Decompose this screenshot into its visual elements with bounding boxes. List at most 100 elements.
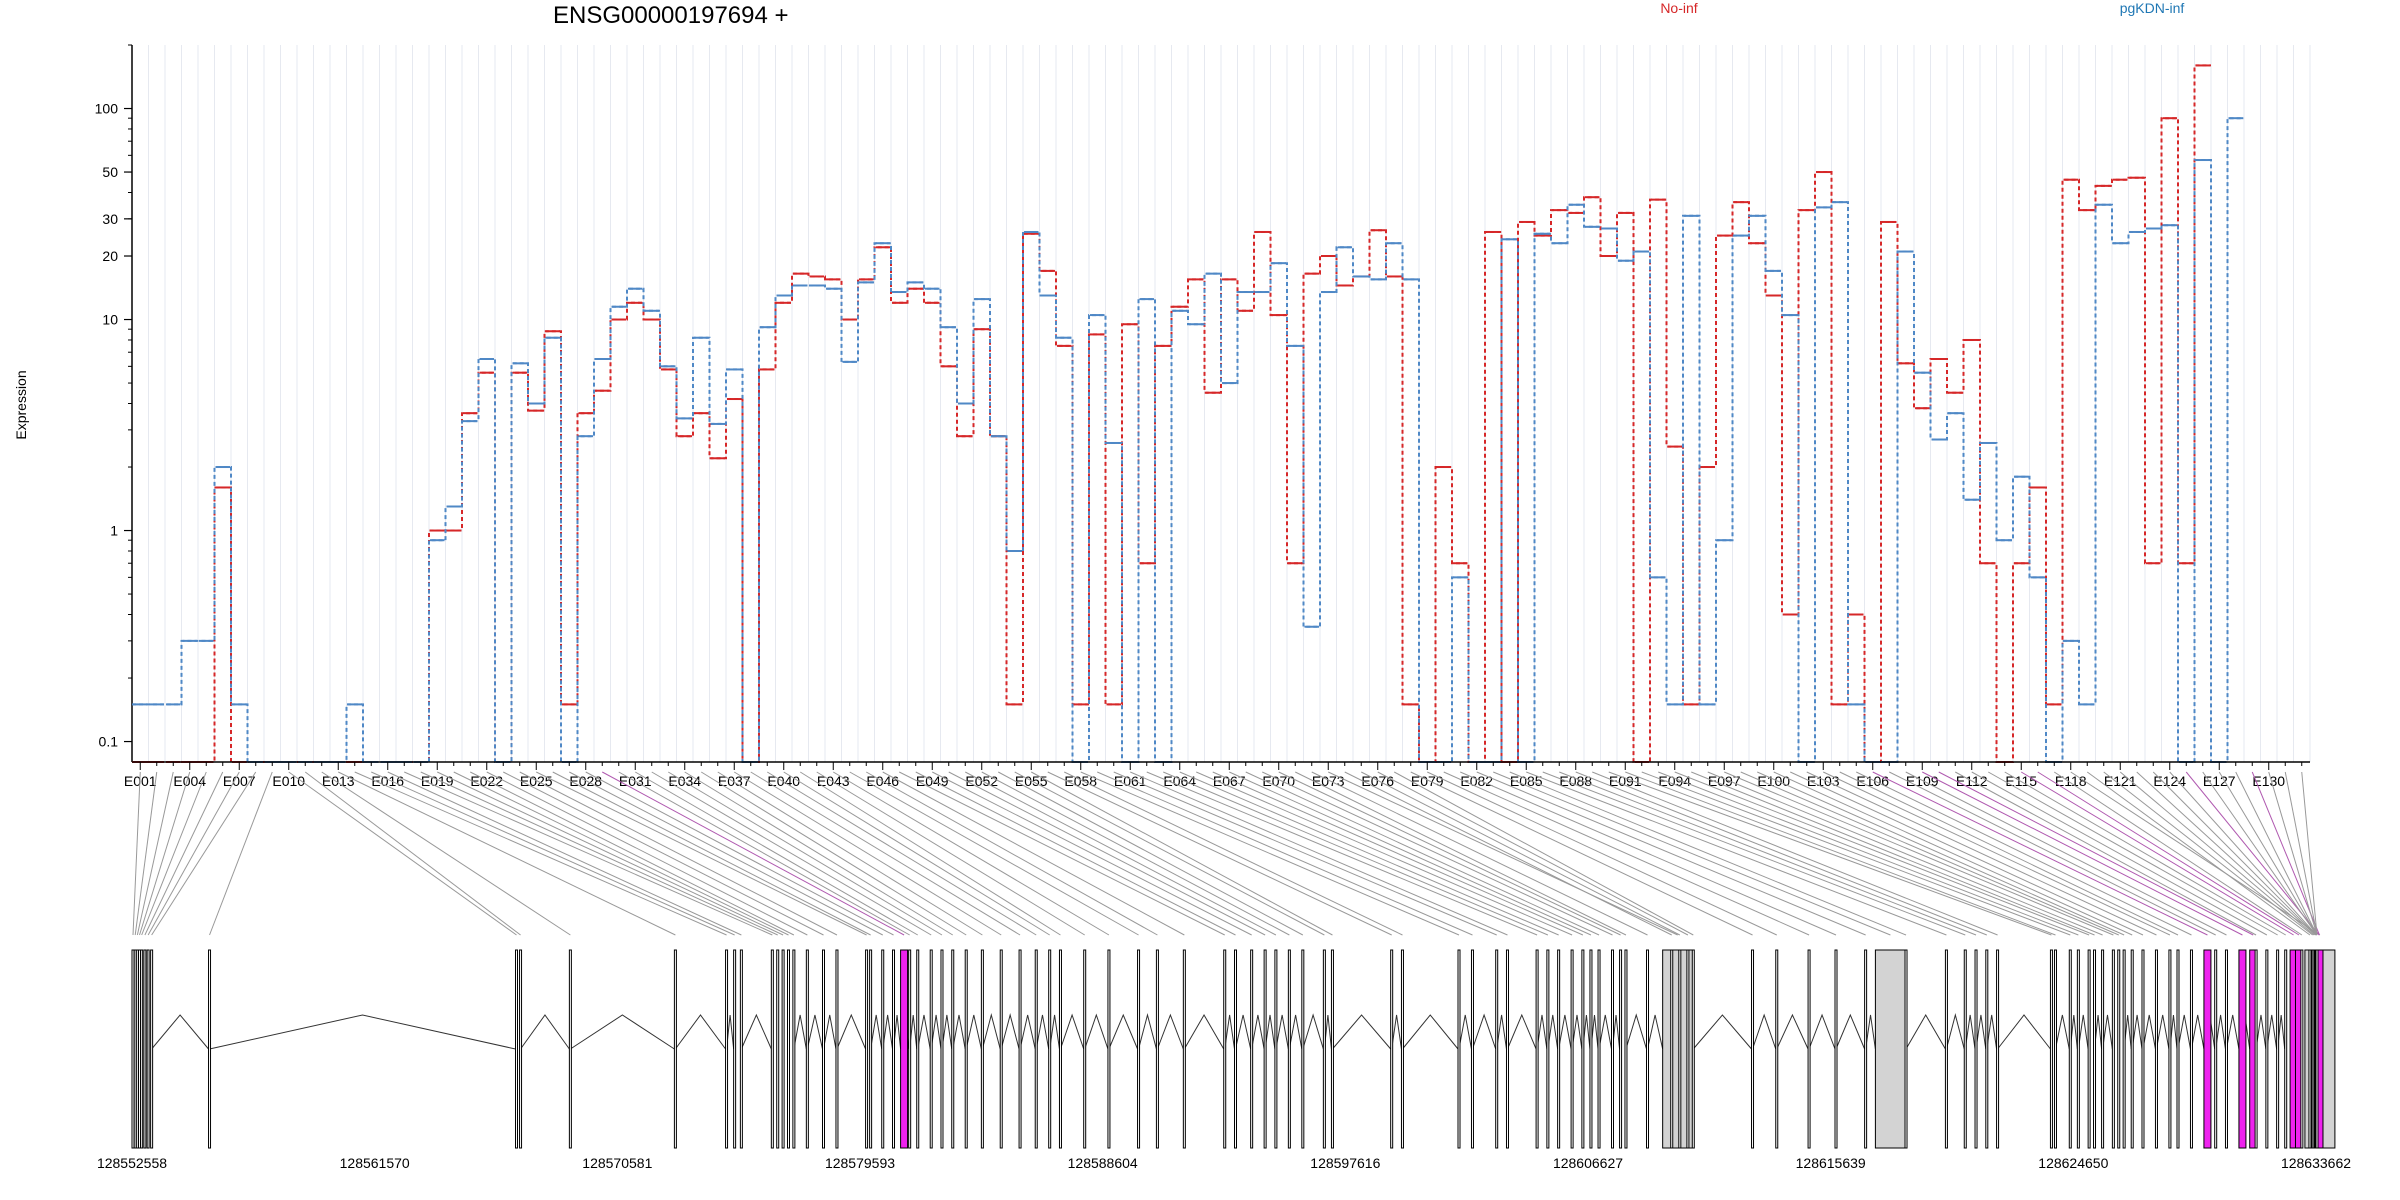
intron bbox=[1084, 1013, 1109, 1050]
exon-box bbox=[929, 949, 933, 1149]
exon-connector bbox=[552, 771, 871, 936]
exon-connector bbox=[667, 771, 943, 936]
exon-box bbox=[1535, 949, 1539, 1149]
exon-connector bbox=[1229, 771, 1592, 936]
exon-box bbox=[1505, 949, 1509, 1149]
exon-connector bbox=[1278, 771, 1621, 936]
exon-connector bbox=[1047, 771, 1392, 936]
exon-connector bbox=[1196, 771, 1573, 936]
exon-connector bbox=[134, 771, 158, 936]
exon-connector bbox=[849, 771, 1139, 936]
exon-connector bbox=[1509, 771, 1907, 936]
exon-box bbox=[776, 949, 780, 1149]
exon-box bbox=[140, 949, 144, 1149]
intron bbox=[1035, 1014, 1050, 1050]
intron bbox=[2054, 1014, 2070, 1050]
intron bbox=[1986, 1014, 1998, 1050]
exon-connector bbox=[866, 771, 1158, 936]
exon-connector bbox=[1955, 771, 2257, 936]
intron bbox=[1000, 1013, 1020, 1050]
exon-box bbox=[2087, 949, 2091, 1149]
exon-box bbox=[150, 949, 154, 1149]
intron bbox=[151, 1014, 209, 1050]
x-tick-label: E007 bbox=[223, 773, 256, 789]
genome-position-label: 128624650 bbox=[2038, 1155, 2108, 1171]
exon-connector bbox=[1212, 771, 1584, 936]
exon-connector bbox=[2020, 771, 2294, 936]
intron bbox=[740, 1013, 772, 1050]
exon-connector bbox=[1707, 771, 2103, 936]
intron bbox=[1235, 1014, 1252, 1050]
exon-box bbox=[1597, 949, 1601, 1149]
x-tick-label: E001 bbox=[124, 773, 157, 789]
exon-box bbox=[1301, 949, 1305, 1149]
exon-box bbox=[1018, 949, 1022, 1149]
exon-connector bbox=[2053, 771, 2303, 936]
x-tick-label: E061 bbox=[1114, 773, 1147, 789]
exon-box bbox=[146, 949, 150, 1149]
exon-connector bbox=[1526, 771, 1947, 936]
exon-connector bbox=[602, 771, 905, 936]
genome-position-label: 128606627 bbox=[1553, 1155, 1623, 1171]
exon-box bbox=[1670, 949, 1674, 1149]
x-tick-label: E085 bbox=[1510, 773, 1543, 789]
exon-connector bbox=[1146, 771, 1538, 936]
intron bbox=[1558, 1014, 1572, 1050]
exon-box bbox=[1274, 949, 1278, 1149]
intron bbox=[1598, 1014, 1612, 1050]
exon-connector bbox=[717, 771, 983, 936]
intron bbox=[1536, 1014, 1548, 1050]
y-tick-label: 0.1 bbox=[99, 734, 119, 750]
exon-box bbox=[1034, 949, 1038, 1149]
exon-connector bbox=[2103, 771, 2313, 936]
y-tick-label: 50 bbox=[102, 164, 118, 180]
exon-box bbox=[2049, 949, 2053, 1149]
exon-connector bbox=[2136, 771, 2316, 936]
exon-box bbox=[2068, 949, 2072, 1149]
legend-no-inf: No-inf bbox=[1660, 0, 1697, 16]
exon-box bbox=[2254, 949, 2258, 1149]
exon-connector bbox=[1905, 771, 2227, 936]
exon-box bbox=[2265, 949, 2269, 1149]
exon-box bbox=[1234, 949, 1238, 1149]
intron bbox=[209, 1014, 516, 1050]
exon-box bbox=[1834, 949, 1838, 1149]
intron bbox=[1264, 1014, 1276, 1050]
intron bbox=[1251, 1014, 1265, 1050]
exon-box bbox=[1904, 949, 1908, 1149]
exon-connector bbox=[1427, 771, 1777, 936]
exon-connector bbox=[2301, 771, 2318, 936]
exon-connector bbox=[304, 771, 521, 936]
exon-box bbox=[1107, 949, 1111, 1149]
exon-box bbox=[892, 949, 896, 1149]
x-tick-label: E079 bbox=[1411, 773, 1444, 789]
exon-box bbox=[1874, 949, 1906, 1149]
y-tick-label: 10 bbox=[102, 312, 118, 328]
intron bbox=[2177, 1014, 2191, 1050]
exon-connector bbox=[1691, 771, 2095, 936]
intron bbox=[806, 1014, 823, 1050]
exon-connector bbox=[1559, 771, 1977, 936]
exon-connector bbox=[1476, 771, 1866, 936]
x-tick-label: E016 bbox=[371, 773, 404, 789]
exon-connector bbox=[1014, 771, 1325, 936]
exon-box bbox=[1322, 949, 1326, 1149]
exon-box bbox=[1581, 949, 1585, 1149]
exon-box bbox=[1155, 949, 1159, 1149]
x-tick-label: E004 bbox=[173, 773, 206, 789]
intron bbox=[1156, 1013, 1184, 1050]
genome-axis: 128552558 128561570 128570581 128579593 1285… bbox=[97, 1155, 2351, 1171]
exon-connector bbox=[816, 771, 1085, 936]
exon-connector bbox=[1542, 771, 1966, 936]
intron bbox=[1752, 1013, 1777, 1050]
exon-box bbox=[2276, 949, 2280, 1149]
exon-box bbox=[2308, 949, 2312, 1149]
intron bbox=[981, 1013, 1001, 1050]
vertical-grid bbox=[131, 45, 2311, 762]
exon-connector bbox=[1113, 771, 1497, 936]
exon-connector bbox=[2235, 771, 2318, 936]
exon-box bbox=[1807, 949, 1811, 1149]
exon-connector bbox=[915, 771, 1236, 936]
exon-box bbox=[208, 949, 212, 1149]
